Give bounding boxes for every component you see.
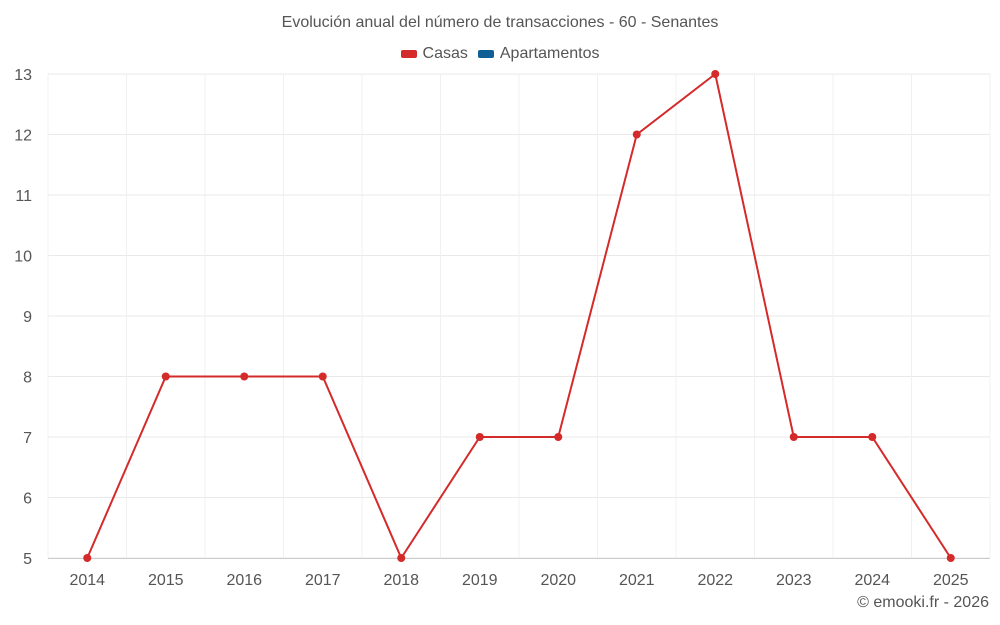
x-tick-label: 2014	[69, 572, 105, 589]
legend-item-casas[interactable]: Casas	[400, 45, 468, 63]
legend-swatch-apartamentos	[477, 50, 494, 58]
y-tick-label: 8	[23, 370, 32, 387]
data-point-casas	[240, 372, 249, 381]
legend-swatch-casas	[400, 50, 417, 58]
y-tick-label: 12	[14, 128, 32, 145]
data-point-casas	[632, 130, 641, 139]
x-tick-label: 2017	[305, 572, 341, 589]
data-point-casas	[397, 554, 406, 562]
x-tick-label: 2023	[776, 572, 812, 589]
x-tick-label: 2025	[933, 572, 969, 589]
x-tick-label: 2015	[148, 572, 184, 589]
y-tick-label: 7	[23, 430, 32, 447]
data-point-casas	[868, 433, 877, 441]
y-tick-label: 11	[15, 188, 32, 205]
legend-label-apartamentos: Apartamentos	[499, 45, 600, 62]
data-point-casas	[83, 554, 92, 562]
data-point-casas	[946, 554, 955, 562]
credit-text: © emooki.fr - 2026	[857, 594, 989, 611]
series-line-casas	[86, 73, 952, 559]
x-tick-label: 2016	[226, 572, 262, 589]
legend-label-casas: Casas	[422, 45, 468, 62]
x-tick-label: 2022	[697, 572, 733, 589]
y-tick-label: 5	[23, 551, 32, 568]
x-tick-label: 2019	[462, 572, 498, 589]
data-point-casas	[789, 433, 798, 441]
x-tick-label: 2024	[854, 572, 890, 589]
data-point-casas	[161, 372, 170, 381]
y-tick-label: 9	[23, 309, 32, 326]
data-point-casas	[711, 70, 720, 78]
y-tick-label: 6	[23, 491, 32, 508]
data-point-casas	[475, 433, 484, 441]
x-tick-label: 2018	[383, 572, 419, 589]
data-point-casas	[554, 433, 563, 441]
data-point-casas	[318, 372, 327, 381]
y-tick-label: 10	[14, 249, 32, 266]
y-tick-label: 13	[14, 67, 32, 84]
legend-item-apartamentos[interactable]: Apartamentos	[477, 45, 600, 63]
x-tick-label: 2020	[540, 572, 576, 589]
x-tick-label: 2021	[619, 572, 655, 589]
legend: Casas Apartamentos	[0, 45, 1000, 63]
chart-title: Evolución anual del número de transaccio…	[281, 14, 719, 31]
